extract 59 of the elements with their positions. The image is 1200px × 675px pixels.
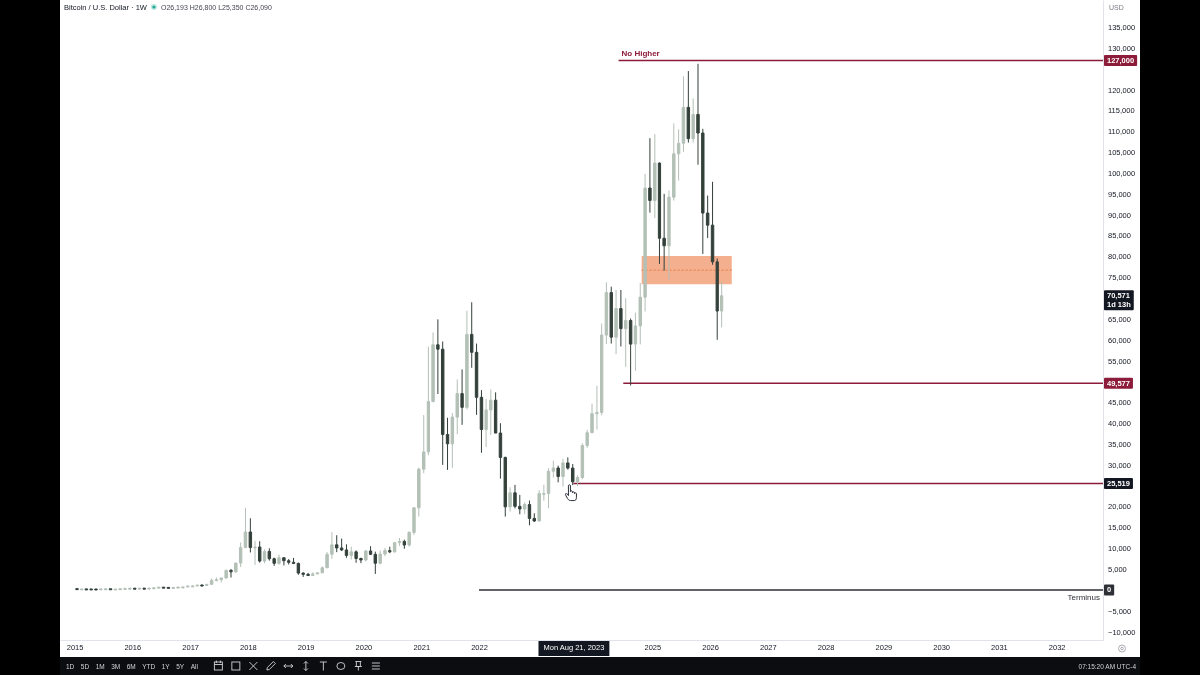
candlestick <box>344 543 349 559</box>
candlestick <box>80 588 84 591</box>
candlestick <box>190 584 195 588</box>
candlestick <box>243 507 248 549</box>
candlestick <box>133 587 137 590</box>
candlestick <box>296 562 301 576</box>
candlestick <box>253 540 257 566</box>
series-label: Terminus <box>1067 593 1100 603</box>
candlestick <box>388 546 392 554</box>
candlestick <box>402 539 407 550</box>
candlestick <box>108 588 113 591</box>
candlestick <box>84 588 89 591</box>
candlestick <box>623 297 628 368</box>
candlestick <box>257 540 262 564</box>
candlestick <box>397 537 402 547</box>
candlestick <box>479 389 484 454</box>
candlestick <box>527 500 532 526</box>
candlestick <box>493 391 498 434</box>
candlestick <box>195 584 199 587</box>
candlestick <box>137 587 142 590</box>
candlestick <box>546 467 551 509</box>
candlestick <box>277 554 281 566</box>
candlestick <box>604 281 609 345</box>
candlestick <box>161 586 166 589</box>
candlestick <box>229 568 233 579</box>
candlestick <box>113 588 118 591</box>
candlestick <box>681 75 686 153</box>
candlestick <box>686 70 691 144</box>
candlestick <box>214 577 219 582</box>
candlestick <box>465 310 469 410</box>
candlestick <box>267 547 272 562</box>
candlestick <box>349 546 353 561</box>
candlestick <box>628 318 633 386</box>
candlestick <box>262 548 267 564</box>
candlestick <box>561 458 565 488</box>
candlestick <box>609 286 613 345</box>
candlestick <box>200 584 204 587</box>
candlestick <box>209 577 214 585</box>
candlestick <box>364 549 368 562</box>
candlestick <box>619 289 623 347</box>
candlestick <box>142 587 146 590</box>
candlestick <box>311 571 315 577</box>
candlestick <box>691 97 695 144</box>
series-label: No Higher <box>621 48 660 58</box>
candlestick <box>522 501 527 515</box>
candlestick <box>291 557 296 565</box>
candlestick <box>166 586 171 589</box>
candlestick <box>720 280 724 328</box>
candlestick <box>551 460 556 479</box>
candlestick <box>648 137 652 214</box>
candlestick <box>392 541 397 554</box>
candlestick <box>614 289 618 355</box>
candlestick <box>556 465 560 483</box>
candlestick <box>508 486 512 513</box>
candlestick <box>460 368 464 426</box>
candlestick <box>653 133 657 219</box>
candlestick <box>103 588 108 591</box>
candlestick <box>248 517 253 553</box>
candlestick <box>75 588 79 591</box>
